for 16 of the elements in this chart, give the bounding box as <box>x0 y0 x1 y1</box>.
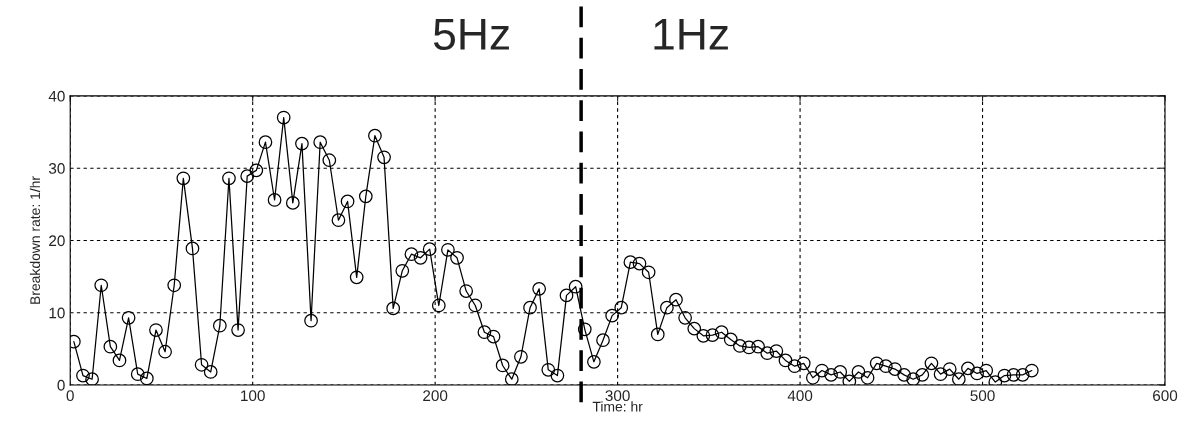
x-tick-label: 600 <box>1153 390 1178 402</box>
y-tick-label: 10 <box>49 307 65 319</box>
y-tick-label: 0 <box>57 379 65 391</box>
y-axis-title: Breakdown rate: 1/hr <box>29 176 41 304</box>
x-axis-title: Time: hr <box>592 401 643 412</box>
y-tick-label: 30 <box>48 163 65 174</box>
x-tick-label: 200 <box>423 390 448 402</box>
text: 1Hz <box>654 19 728 50</box>
x-tick-label: 400 <box>787 390 813 402</box>
y-tick-label: 20 <box>49 235 65 247</box>
x-tick-label: 0 <box>66 390 74 402</box>
text: 5Hz <box>433 19 509 51</box>
y-tick-label: 40 <box>48 90 65 102</box>
x-tick-label: 100 <box>241 390 265 402</box>
x-tick-label: 300 <box>605 390 630 402</box>
x-tick-label: 500 <box>970 390 995 402</box>
